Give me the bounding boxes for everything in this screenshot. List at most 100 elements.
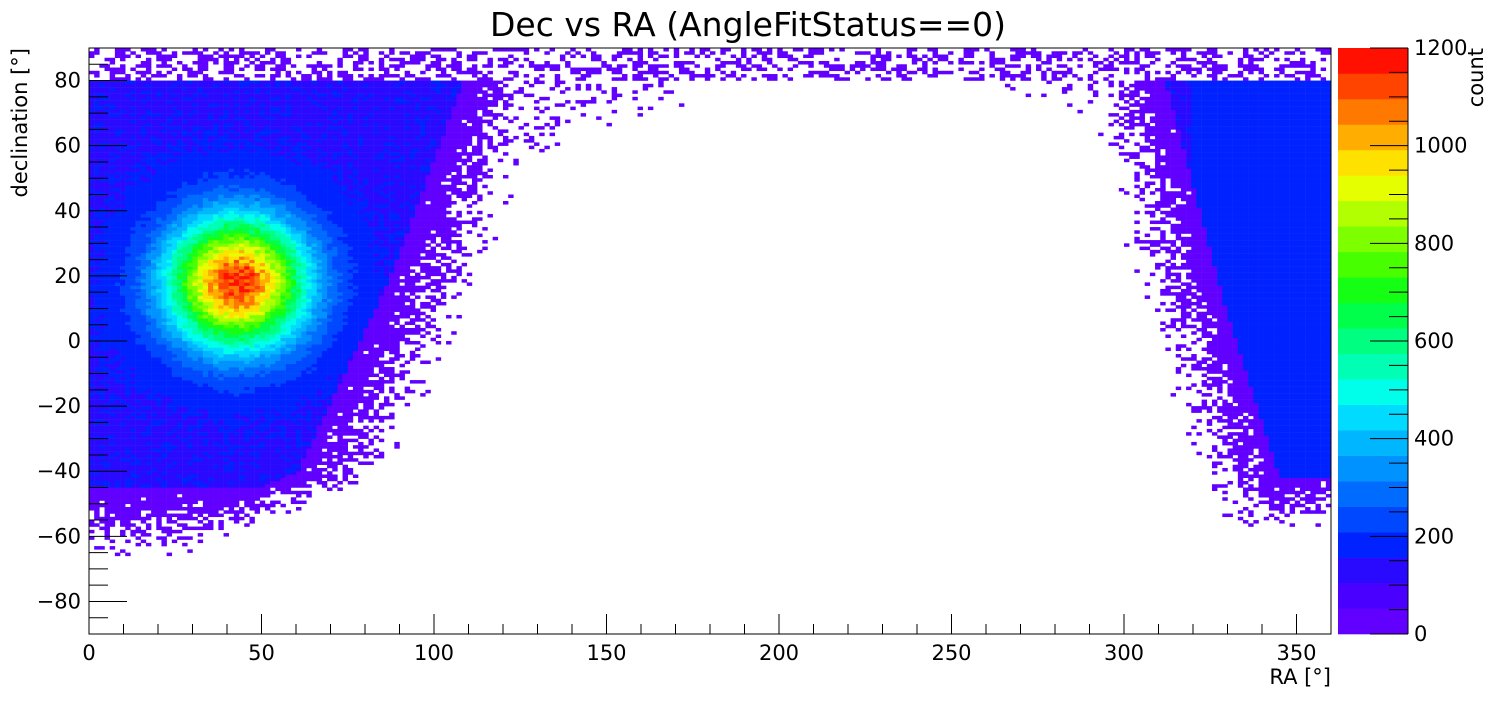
heatmap-cell bbox=[166, 402, 173, 407]
heatmap-cell bbox=[213, 194, 219, 199]
heatmap-cell bbox=[130, 67, 136, 72]
heatmap-cell bbox=[120, 191, 126, 195]
heatmap-cell bbox=[228, 464, 235, 469]
heatmap-cell bbox=[223, 135, 229, 140]
heatmap-cell bbox=[270, 275, 276, 280]
heatmap-cell bbox=[249, 344, 255, 348]
heatmap-cell bbox=[202, 119, 209, 124]
heatmap-cell bbox=[140, 412, 147, 417]
heatmap-cell bbox=[187, 464, 193, 469]
heatmap-cell bbox=[166, 139, 173, 143]
heatmap-cell bbox=[89, 266, 95, 270]
heatmap-cell bbox=[213, 314, 219, 319]
heatmap-cell bbox=[233, 402, 240, 407]
heatmap-cell bbox=[202, 48, 209, 52]
heatmap-cell bbox=[233, 344, 240, 348]
heatmap-cell bbox=[239, 412, 245, 417]
heatmap-cell bbox=[259, 174, 266, 179]
heatmap-cell bbox=[109, 230, 116, 234]
heatmap-cell bbox=[89, 497, 95, 501]
heatmap-cell bbox=[187, 357, 193, 361]
heatmap-cell bbox=[114, 399, 121, 404]
heatmap-cell bbox=[99, 230, 105, 234]
heatmap-cell bbox=[176, 357, 183, 361]
heatmap-cell bbox=[223, 396, 229, 400]
heatmap-cell bbox=[270, 386, 276, 391]
heatmap-cell bbox=[104, 409, 110, 413]
heatmap-cell bbox=[130, 318, 136, 322]
heatmap-cell bbox=[120, 80, 126, 85]
heatmap-cell bbox=[94, 308, 100, 312]
heatmap-cell bbox=[120, 259, 126, 264]
heatmap-cell bbox=[187, 171, 193, 176]
heatmap-cell bbox=[99, 220, 105, 225]
heatmap-cell bbox=[140, 327, 147, 332]
heatmap-cell bbox=[176, 373, 183, 378]
heatmap-cell bbox=[218, 526, 224, 531]
heatmap-cell bbox=[171, 311, 178, 316]
heatmap-cell bbox=[254, 249, 261, 254]
heatmap-cell bbox=[187, 458, 193, 462]
heatmap-cell bbox=[192, 298, 198, 303]
heatmap-cell bbox=[130, 301, 136, 306]
heatmap-cell bbox=[233, 201, 240, 205]
heatmap-cell bbox=[182, 334, 188, 338]
heatmap-cell bbox=[140, 428, 147, 433]
heatmap-cell bbox=[166, 337, 173, 342]
heatmap-cell bbox=[228, 230, 235, 234]
heatmap-cell bbox=[145, 249, 152, 254]
heatmap-cell bbox=[259, 113, 266, 117]
heatmap-cell bbox=[89, 210, 95, 215]
heatmap-cell bbox=[156, 70, 162, 75]
heatmap-cell bbox=[192, 318, 198, 322]
heatmap-cell bbox=[104, 393, 110, 397]
heatmap-cell bbox=[99, 350, 105, 355]
heatmap-cell bbox=[125, 249, 131, 254]
heatmap-cell bbox=[192, 139, 198, 143]
heatmap-cell bbox=[171, 406, 178, 410]
heatmap-cell bbox=[187, 83, 193, 88]
heatmap-cell bbox=[208, 285, 214, 290]
heatmap-cell bbox=[254, 87, 261, 91]
heatmap-cell bbox=[187, 383, 193, 387]
heatmap-cell bbox=[151, 51, 157, 55]
heatmap-cell bbox=[109, 191, 116, 195]
heatmap-cell bbox=[270, 402, 276, 407]
heatmap-cell bbox=[197, 256, 204, 260]
heatmap-cell bbox=[192, 243, 198, 247]
heatmap-cell bbox=[140, 435, 147, 439]
heatmap-cell bbox=[145, 507, 152, 511]
heatmap-cell bbox=[104, 155, 110, 159]
heatmap-cell bbox=[135, 380, 141, 384]
heatmap-cell bbox=[94, 432, 100, 436]
heatmap-cell bbox=[228, 122, 235, 127]
heatmap-cell bbox=[89, 344, 95, 348]
heatmap-cell bbox=[176, 246, 183, 251]
heatmap-cell bbox=[120, 480, 126, 485]
heatmap-cell bbox=[89, 51, 95, 55]
heatmap-cell bbox=[208, 458, 214, 462]
heatmap-cell bbox=[223, 314, 229, 319]
heatmap-cell bbox=[218, 126, 224, 130]
heatmap-cell bbox=[264, 370, 271, 374]
heatmap-cell bbox=[109, 510, 116, 514]
heatmap-cell bbox=[166, 145, 173, 150]
heatmap-cell bbox=[135, 370, 141, 374]
heatmap-cell bbox=[192, 236, 198, 241]
heatmap-cell bbox=[135, 321, 141, 325]
heatmap-cell bbox=[171, 454, 178, 459]
heatmap-cell bbox=[99, 458, 105, 462]
heatmap-cell bbox=[197, 171, 204, 176]
heatmap-cell bbox=[135, 83, 141, 88]
heatmap-cell bbox=[192, 187, 198, 192]
heatmap-cell bbox=[120, 438, 126, 443]
heatmap-cell bbox=[218, 214, 224, 218]
heatmap-cell bbox=[228, 253, 235, 257]
heatmap-cell bbox=[233, 129, 240, 133]
heatmap-cell bbox=[145, 204, 152, 208]
heatmap-cell bbox=[208, 311, 214, 316]
heatmap-cell bbox=[213, 477, 219, 482]
heatmap-cell bbox=[151, 393, 157, 397]
heatmap-cell bbox=[182, 233, 188, 238]
heatmap-cell bbox=[202, 64, 209, 68]
